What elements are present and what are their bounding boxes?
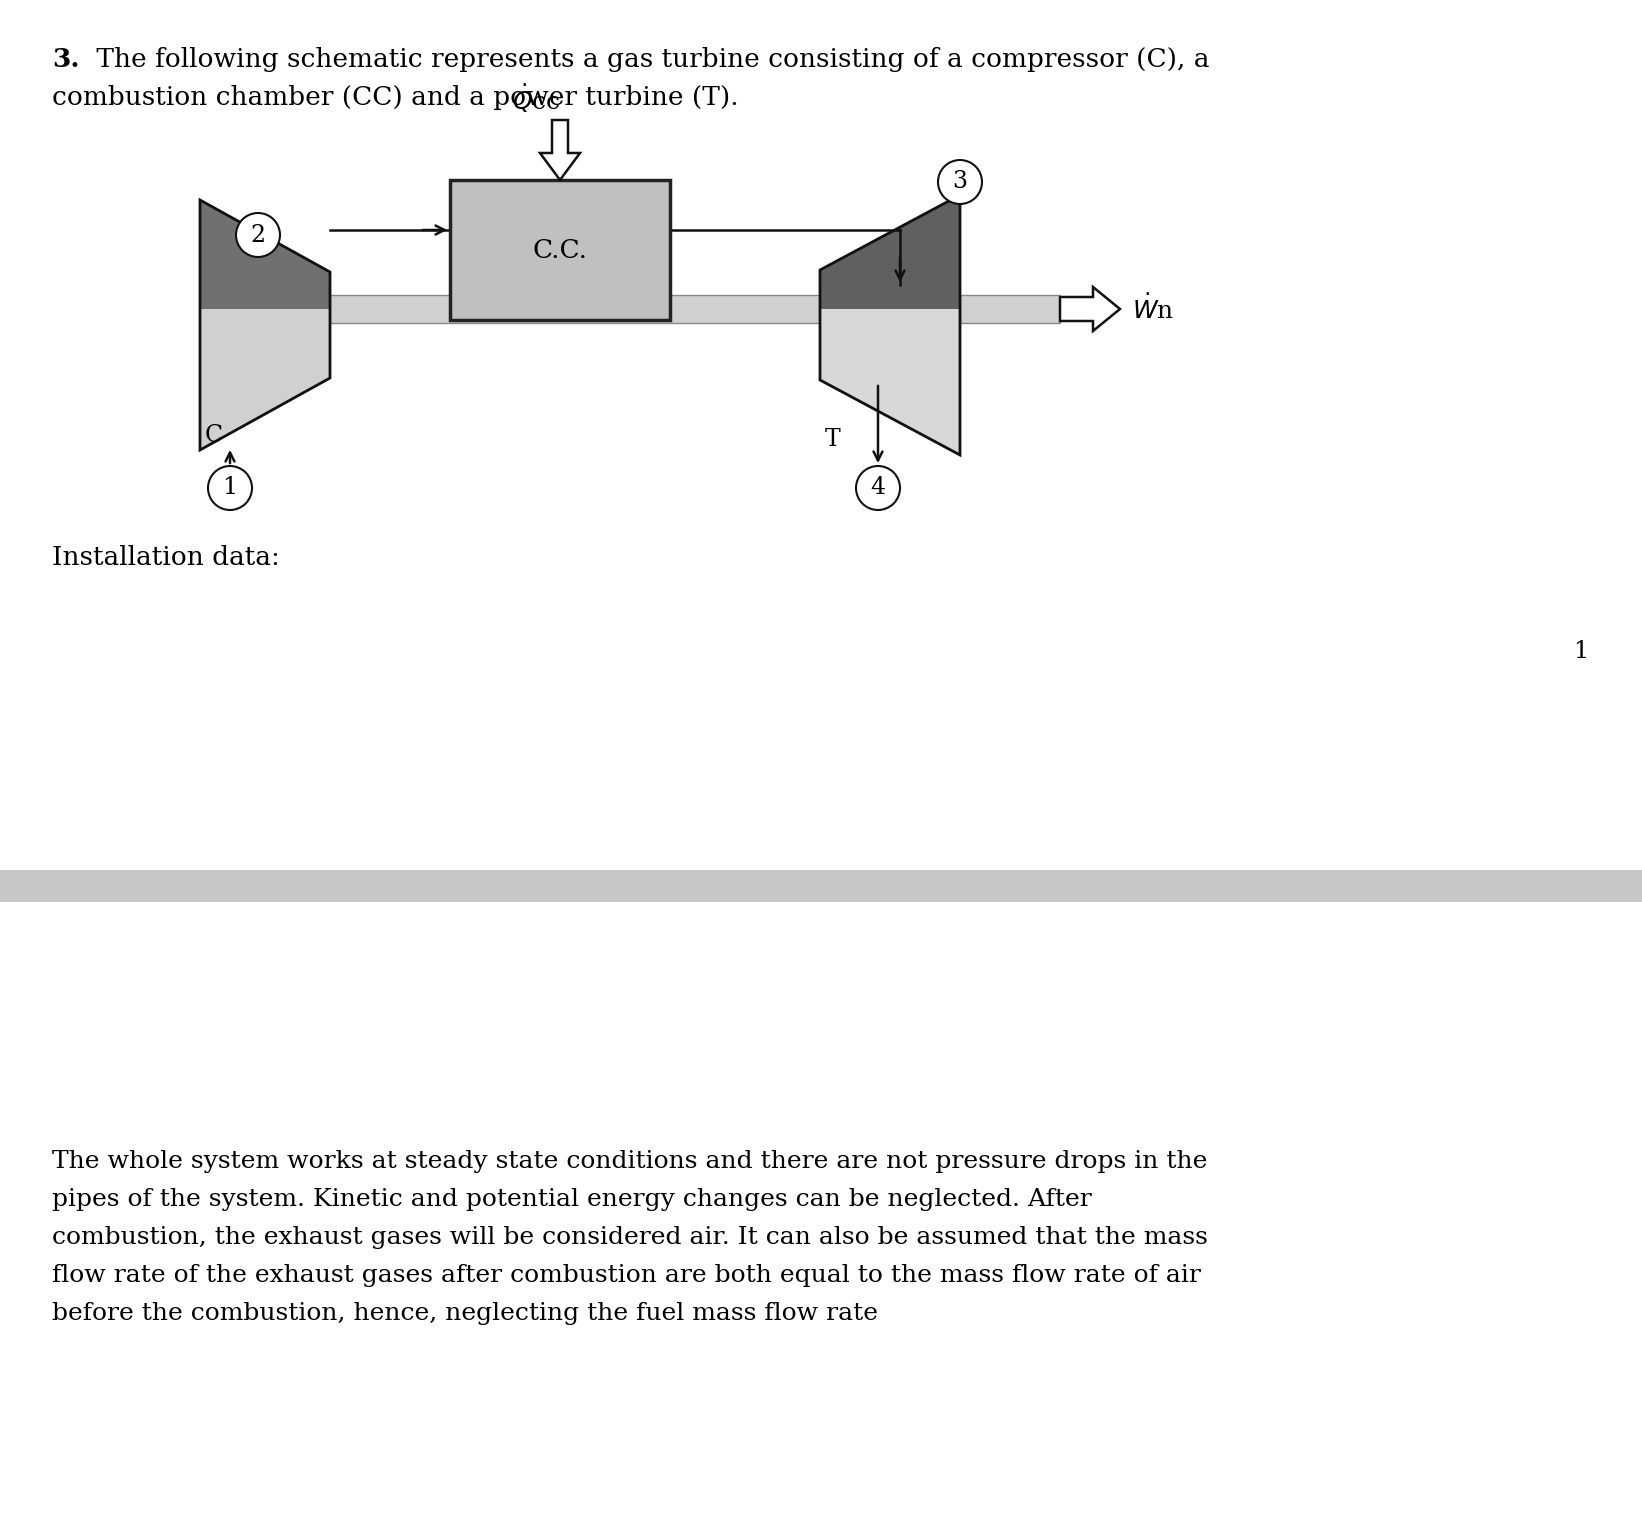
Bar [450,181,670,320]
Text: C.C.: C.C. [532,237,588,263]
Text: before the combustion, hence, neglecting the fuel mass flow rate: before the combustion, hence, neglecting… [53,1302,878,1325]
Text: 2: 2 [251,223,266,246]
Bar [330,294,819,323]
Polygon shape [819,310,961,455]
Circle shape [938,159,982,203]
Polygon shape [1061,287,1120,331]
Text: T: T [824,428,841,451]
Text: 1: 1 [222,477,238,499]
Text: $\dot{Q}$cc: $\dot{Q}$cc [512,82,560,115]
Text: $\dot{W}$n: $\dot{W}$n [1131,294,1174,323]
Circle shape [236,213,281,257]
Polygon shape [200,200,330,310]
Text: 1: 1 [1573,641,1588,663]
Circle shape [209,466,251,510]
Bar [0,870,1642,902]
Polygon shape [540,120,580,181]
Text: The whole system works at steady state conditions and there are not pressure dro: The whole system works at steady state c… [53,1151,1207,1173]
Circle shape [855,466,900,510]
Bar [961,294,1061,323]
Text: 3: 3 [952,170,967,193]
Text: The following schematic represents a gas turbine consisting of a compressor (C),: The following schematic represents a gas… [89,47,1210,71]
Text: Installation data:: Installation data: [53,545,279,569]
Text: combustion, the exhaust gases will be considered air. It can also be assumed tha: combustion, the exhaust gases will be co… [53,1227,1209,1249]
Text: 4: 4 [870,477,885,499]
Text: pipes of the system. Kinetic and potential energy changes can be neglected. Afte: pipes of the system. Kinetic and potenti… [53,1189,1092,1211]
Polygon shape [200,310,330,449]
Text: combustion chamber (CC) and a power turbine (T).: combustion chamber (CC) and a power turb… [53,85,739,109]
Text: flow rate of the exhaust gases after combustion are both equal to the mass flow : flow rate of the exhaust gases after com… [53,1264,1200,1287]
Text: 3.: 3. [53,47,79,71]
Text: C: C [205,424,223,446]
Polygon shape [819,194,961,310]
